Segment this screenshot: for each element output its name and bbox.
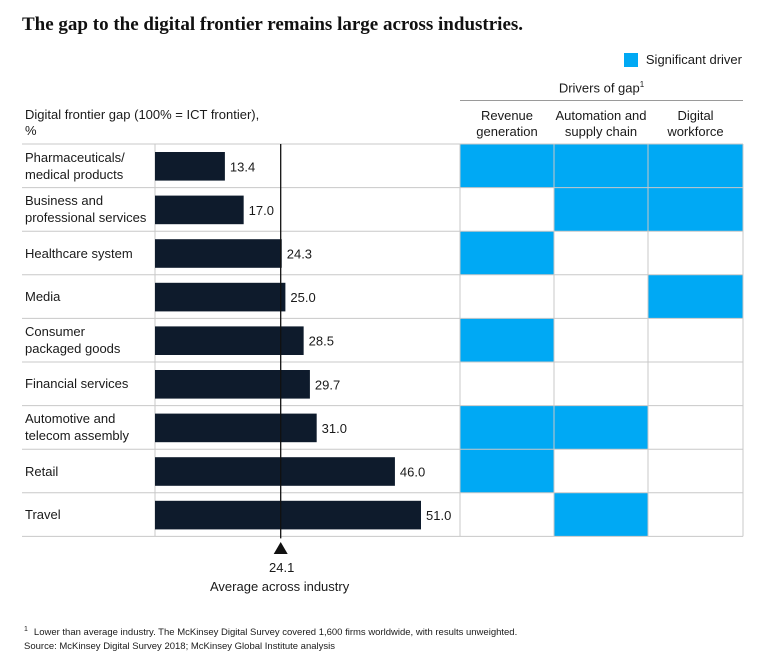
drivers-header-rule [460,100,743,101]
driver-cell [460,318,554,362]
driver-cell [460,144,554,188]
driver-cell [554,187,648,232]
driver-cell [648,144,743,188]
column-header-workforce: Digital workforce [667,108,724,139]
drivers-header-footnote-mark: 1 [639,80,645,89]
bar [155,457,395,486]
driver-cell [460,449,554,493]
bar [155,370,310,399]
bar-value-label: 29.7 [315,377,340,392]
row-label: Healthcare system [25,245,133,261]
row-label: Travel [25,507,61,523]
bar [155,152,225,181]
bar [155,500,421,530]
bar [155,326,304,355]
drivers-header: Drivers of gap1 [460,80,743,95]
driver-cell [554,492,648,537]
chart-title: The gap to the digital frontier remains … [22,14,524,35]
driver-cell [554,405,648,450]
footnote-text: Lower than average industry. The McKinse… [33,627,518,639]
bar-value-label: 17.0 [249,203,274,218]
average-marker [273,542,288,554]
footnote-mark: 1 [24,626,28,633]
legend-swatch [623,52,638,67]
driver-cell [648,187,743,232]
row-label: Retail [25,463,59,479]
average-value: 24.1 [269,560,295,575]
bar [155,282,286,312]
legend: Significant driver [623,52,742,67]
column-header-revenue: Revenue generation [476,108,538,139]
source-note: Source: McKinsey Digital Survey 2018; Mc… [24,641,335,652]
row-label: Business and professional services [25,193,147,226]
column-header-automation: Automation and supply chain [555,108,647,139]
row-label: Media [25,289,61,305]
bar-value-label: 31.0 [322,421,347,436]
bar-value-label: 13.4 [230,159,255,174]
driver-cell [460,231,554,275]
footnote: 1 Lower than average industry. The McKins… [24,626,517,638]
bar-value-label: 28.5 [309,334,334,349]
bar [155,413,317,443]
bar [155,239,282,268]
average-label: Average across industry [210,579,350,594]
driver-cell [460,405,554,450]
driver-cell [554,144,648,188]
legend-label: Significant driver [645,52,742,67]
row-label: Pharmaceuticals/ medical products [25,149,125,182]
drivers-header-text: Drivers of gap [558,80,640,96]
bar-value-label: 46.0 [400,465,425,480]
row-label: Consumer packaged goods [25,324,121,357]
bar [155,195,244,225]
row-label: Automotive and telecom assembly [25,411,130,444]
bar-value-label: 24.3 [287,247,312,262]
bar-value-label: 25.0 [290,290,315,305]
axis-title: Digital frontier gap (100% = ICT frontie… [25,107,260,138]
bar-value-label: 51.0 [426,508,451,523]
row-label: Financial services [25,376,129,392]
driver-cell [648,274,743,319]
